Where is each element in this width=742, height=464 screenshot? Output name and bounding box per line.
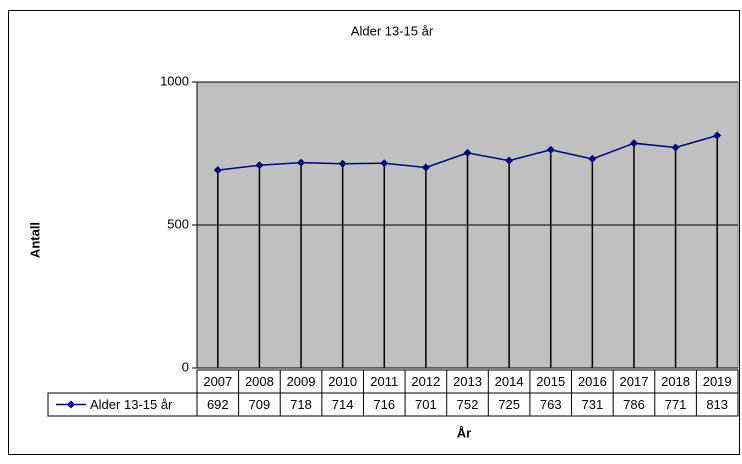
x-tick-label: 2010 <box>328 374 357 389</box>
table-value: 718 <box>290 397 312 412</box>
marker <box>588 154 597 163</box>
x-tick-label: 2007 <box>203 374 232 389</box>
x-tick-label: 2013 <box>453 374 482 389</box>
table-value: 786 <box>623 397 645 412</box>
y-tick-label: 1000 <box>160 73 189 88</box>
marker <box>671 143 680 152</box>
table-value: 731 <box>581 397 603 412</box>
table-value: 716 <box>373 397 395 412</box>
x-tick-label: 2019 <box>703 374 732 389</box>
marker <box>255 161 264 170</box>
marker <box>463 148 472 157</box>
x-tick-label: 2014 <box>495 374 524 389</box>
x-tick-label: 2017 <box>620 374 649 389</box>
marker <box>297 158 306 167</box>
table-value: 763 <box>540 397 562 412</box>
marker <box>338 159 347 168</box>
legend-marker <box>67 400 75 409</box>
x-axis-label: År <box>457 425 471 440</box>
x-tick-label: 2008 <box>245 374 274 389</box>
table-value: 701 <box>415 397 437 412</box>
x-tick-label: 2009 <box>287 374 316 389</box>
x-tick-label: 2016 <box>578 374 607 389</box>
table-value: 752 <box>457 397 479 412</box>
x-tick-label: 2015 <box>536 374 565 389</box>
legend-label: Alder 13-15 år <box>90 397 173 412</box>
table-value: 709 <box>249 397 271 412</box>
y-tick-label: 500 <box>167 216 189 231</box>
marker <box>713 131 722 140</box>
table-value: 692 <box>207 397 229 412</box>
table-value: 714 <box>332 397 354 412</box>
table-value: 813 <box>706 397 728 412</box>
x-tick-label: 2012 <box>411 374 440 389</box>
y-axis-label: Antall <box>27 222 42 258</box>
marker <box>213 166 222 175</box>
chart-title: Alder 13-15 år <box>351 23 434 38</box>
table-value: 725 <box>498 397 520 412</box>
marker <box>629 139 638 148</box>
x-tick-label: 2011 <box>370 374 398 389</box>
marker <box>421 163 430 172</box>
table-value: 771 <box>665 397 687 412</box>
marker <box>546 145 555 154</box>
marker <box>505 156 514 165</box>
y-tick-label: 0 <box>182 359 189 374</box>
x-tick-label: 2018 <box>661 374 690 389</box>
marker <box>380 159 389 168</box>
